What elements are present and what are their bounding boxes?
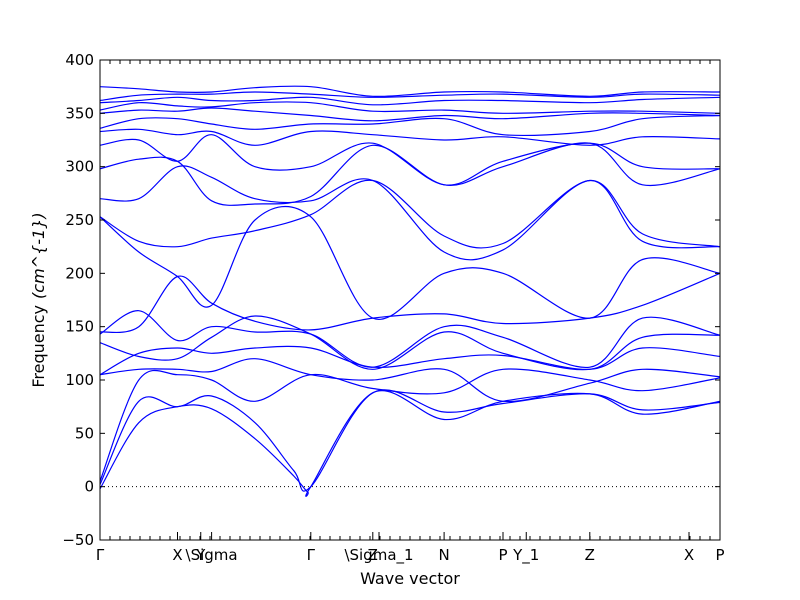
x-tick-label: Y: [195, 546, 206, 564]
x-axis-ticks: Γ X Y\Sigma Γ Z\Sigma_1 N P Y_1 Z X P: [96, 60, 725, 565]
band-line-10: [99, 179, 721, 249]
x-tick-label: Z: [368, 546, 378, 564]
y-tick-label: 400: [65, 51, 94, 69]
x-tick-label: X: [172, 546, 182, 564]
y-tick-label: 200: [65, 264, 94, 282]
band-line-6: [99, 315, 721, 371]
x-tick-label: Γ: [96, 546, 105, 564]
band-line-17: [99, 101, 721, 114]
x-tick-label: N: [438, 546, 449, 564]
band-line-7: [99, 310, 721, 368]
x-tick-label: \Sigma_1: [344, 546, 413, 565]
band-line-8: [99, 272, 721, 334]
y-tick-label: −50: [62, 531, 94, 549]
y-tick-label: 300: [65, 158, 94, 176]
band-line-18: [99, 96, 721, 106]
x-axis-label: Wave vector: [360, 569, 460, 588]
y-tick-label: 50: [75, 424, 94, 442]
x-tick-label: P: [715, 546, 724, 564]
y-tick-label: 150: [65, 318, 94, 336]
y-axis-label-unit: (cm^{-1}): [29, 212, 48, 299]
y-tick-label: 100: [65, 371, 94, 389]
y-axis-label: Frequency (cm^{-1}): [29, 212, 48, 387]
band-line-12: [99, 142, 721, 206]
band-line-20: [99, 85, 721, 98]
y-tick-label: 250: [65, 211, 94, 229]
band-line-15: [99, 114, 721, 137]
y-tick-label: 0: [84, 478, 94, 496]
band-line-14: [99, 128, 721, 146]
y-tick-label: 350: [65, 104, 94, 122]
band-line-13: [99, 134, 721, 186]
band-line-11: [99, 165, 721, 261]
x-tick-label: Z: [585, 546, 595, 564]
band-line-2: [99, 389, 721, 492]
band-line-3: [99, 368, 721, 482]
plot-frame: [99, 59, 721, 541]
band-line-19: [99, 91, 721, 102]
x-tick-label: P: [498, 546, 507, 564]
x-tick-label: X: [684, 546, 694, 564]
y-axis-ticks: −50 0 50 100 150 200 250 300 350 400: [62, 51, 720, 549]
y-axis-label-text: Frequency: [29, 305, 48, 388]
x-tick-label: Γ: [307, 546, 316, 564]
band-line-4: [99, 358, 721, 403]
x-tick-label: \Sigma: [186, 546, 238, 564]
x-tick-label: Y_1: [512, 546, 539, 565]
band-line-9: [99, 205, 721, 320]
phonon-bands: [99, 85, 721, 497]
band-line-16: [99, 107, 721, 122]
